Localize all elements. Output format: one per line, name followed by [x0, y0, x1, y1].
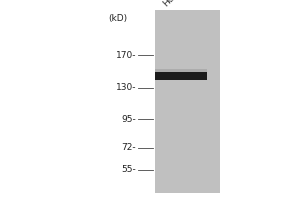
Bar: [155, 10, 220, 193]
Text: 170-: 170-: [116, 50, 136, 60]
Text: 72-: 72-: [122, 144, 136, 152]
Bar: [155, 69, 207, 72]
Text: 95-: 95-: [121, 114, 136, 123]
Text: HuvEc: HuvEc: [162, 0, 188, 8]
Text: (kD): (kD): [108, 14, 127, 23]
Text: 55-: 55-: [121, 166, 136, 174]
Text: 130-: 130-: [116, 84, 136, 92]
Bar: [155, 72, 207, 80]
